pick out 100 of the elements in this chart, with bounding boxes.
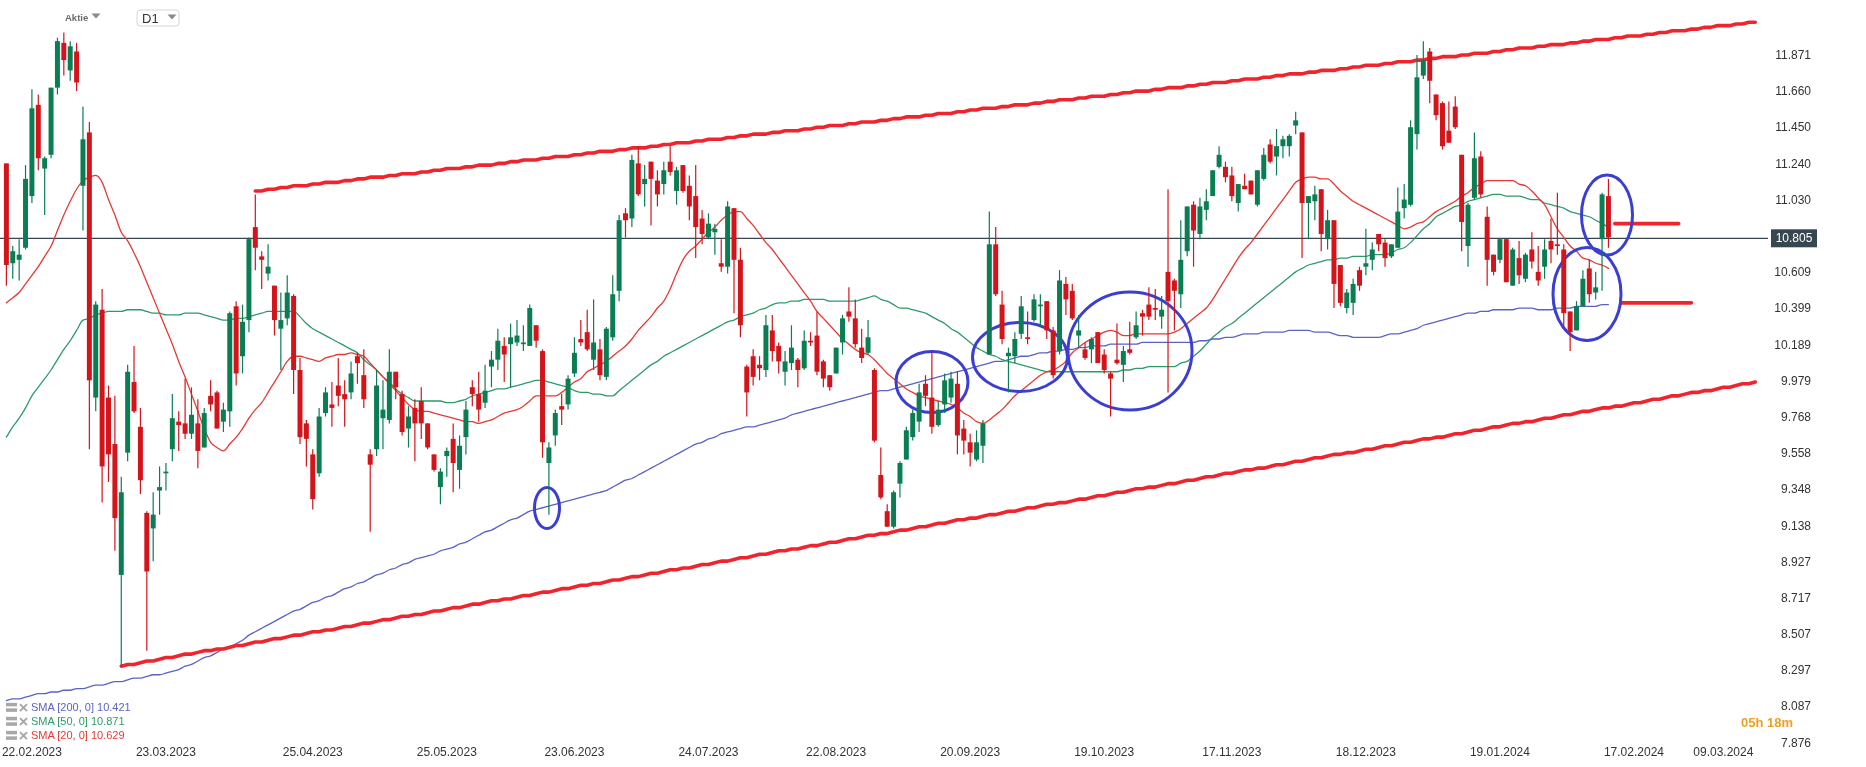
- candlestick: [846, 286, 852, 323]
- candlestick: [418, 386, 424, 440]
- candlestick: [1529, 231, 1535, 270]
- candlestick: [859, 328, 865, 364]
- candlestick: [1025, 310, 1031, 345]
- x-tick-label: 22.02.2023: [1, 745, 63, 759]
- candlestick: [884, 503, 890, 528]
- candlestick: [278, 291, 284, 371]
- candlestick: [10, 245, 16, 280]
- x-tick-label: 09.03.2024: [1693, 745, 1754, 759]
- y-tick-label: 8.507: [1780, 627, 1812, 642]
- x-tick-label: 19.10.2023: [1074, 745, 1135, 759]
- candlestick: [444, 446, 450, 478]
- candlestick: [1076, 314, 1082, 349]
- y-tick-label: 7.876: [1780, 735, 1812, 750]
- candlestick: [1088, 336, 1094, 364]
- candlestick: [718, 238, 724, 273]
- candlestick: [1344, 288, 1350, 314]
- candlestick: [1286, 133, 1292, 158]
- candlestick: [648, 161, 654, 226]
- candlestick: [1593, 271, 1599, 301]
- candlestick: [1133, 310, 1139, 340]
- y-tick-label: 8.927: [1780, 554, 1812, 569]
- candlestick: [642, 164, 648, 208]
- candlestick: [61, 31, 67, 77]
- ref-line-label: 10.805: [1775, 231, 1813, 246]
- candlestick: [1516, 240, 1522, 285]
- candlestick: [354, 352, 360, 385]
- candlestick: [533, 324, 539, 349]
- candlestick: [495, 328, 501, 371]
- x-tick-label: 18.12.2023: [1335, 745, 1397, 759]
- line-series: [119, 380, 1758, 668]
- x-tick-label: 17.11.2023: [1202, 745, 1262, 759]
- candlestick: [1108, 371, 1114, 418]
- candlestick: [1554, 192, 1560, 256]
- candlestick: [1567, 310, 1573, 352]
- y-tick-label: 9.558: [1780, 446, 1812, 461]
- x-tick-label: 24.07.2023: [678, 745, 739, 759]
- line-series: [5, 303, 1610, 702]
- candlestick: [16, 238, 22, 282]
- y-tick-label: 11.871: [1775, 47, 1812, 62]
- candlestick: [1127, 321, 1133, 356]
- candlestick: [508, 322, 514, 388]
- candlestick: [1357, 266, 1362, 292]
- candlestick: [865, 319, 871, 356]
- candlestick: [1420, 40, 1426, 80]
- candlestick: [1325, 209, 1331, 251]
- candlestick: [795, 357, 801, 388]
- candlestick: [699, 209, 705, 245]
- candlestick: [667, 145, 673, 177]
- line-series: [253, 20, 1758, 193]
- candlestick: [303, 419, 309, 468]
- y-tick-label: 10.609: [1774, 265, 1812, 280]
- x-tick-label: 20.09.2023: [940, 745, 1001, 759]
- candlestick: [1120, 345, 1126, 383]
- candlestick: [265, 243, 271, 282]
- candlestick: [571, 336, 577, 378]
- y-tick-label: 8.087: [1780, 699, 1812, 714]
- candlestick: [623, 207, 628, 239]
- y-tick-label: 10.189: [1774, 337, 1812, 352]
- candlestick: [674, 166, 680, 206]
- candlestick: [559, 393, 565, 426]
- candlestick: [252, 193, 258, 271]
- candlestick: [501, 336, 507, 383]
- candlestick: [1350, 278, 1356, 316]
- candlestick: [1452, 95, 1458, 130]
- candlestick: [1267, 138, 1273, 164]
- candlestick: [482, 364, 488, 409]
- y-tick-label: 11.660: [1775, 84, 1812, 99]
- candlestick: [1203, 188, 1209, 221]
- x-tick-label: 22.08.2023: [806, 745, 867, 759]
- candlestick: [1293, 111, 1299, 135]
- candlestick: [591, 298, 597, 371]
- y-tick-label: 8.297: [1780, 663, 1812, 678]
- annotation: Aktie: [65, 12, 89, 23]
- candlestick: [182, 378, 188, 440]
- candlestick: [1280, 135, 1286, 159]
- y-tick-label: 10.399: [1774, 301, 1812, 316]
- candlestick: [1216, 145, 1222, 170]
- candlestick: [923, 374, 928, 407]
- candlestick: [1548, 217, 1554, 264]
- candlestick: [1542, 238, 1548, 280]
- text: SMA [20, 0] 10.629: [31, 729, 125, 742]
- candlestick: [935, 400, 941, 428]
- candlestick: [1369, 242, 1375, 271]
- series-label: SMA [200, 0] 10.421: [31, 701, 131, 714]
- candlestick: [1274, 128, 1280, 177]
- candlestick: [329, 381, 335, 428]
- candlestick: [1101, 348, 1107, 375]
- x-tick-label: 25.05.2023: [416, 745, 478, 759]
- candlestick: [476, 371, 482, 423]
- candlestick: [1063, 276, 1069, 316]
- text: SMA [50, 0] 10.871: [31, 715, 125, 728]
- candlestick: [948, 371, 954, 404]
- candlestick: [552, 409, 558, 447]
- candlestick: [188, 386, 194, 440]
- candlestick: [348, 360, 354, 400]
- candlestick: [897, 460, 903, 499]
- candlestick: [393, 371, 399, 400]
- x-tick-label: 25.04.2023: [282, 745, 344, 759]
